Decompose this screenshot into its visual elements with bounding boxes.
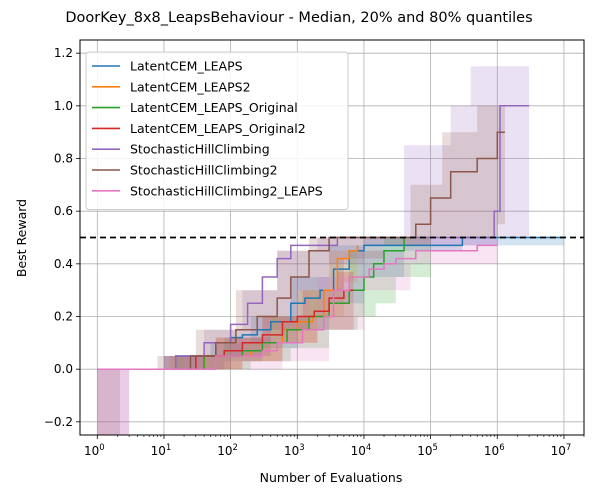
- legend-label: StochasticHillClimbing2_LEAPS: [130, 183, 323, 198]
- legend-label: LatentCEM_LEAPS: [130, 59, 243, 74]
- legend-label: LatentCEM_LEAPS_Original: [130, 100, 298, 115]
- x-tick-label: 104: [351, 443, 372, 458]
- legend-label: StochasticHillClimbing: [130, 142, 270, 157]
- x-tick-label: 103: [284, 443, 305, 458]
- y-tick-label: 0.2: [54, 310, 73, 324]
- x-tick-label: 107: [551, 443, 572, 458]
- y-tick-label: 1.0: [54, 99, 73, 113]
- y-tick-label: 1.2: [54, 46, 73, 60]
- x-tick-label: 100: [84, 443, 105, 458]
- y-tick-label: 0.0: [54, 362, 73, 376]
- x-tick-label: 102: [217, 443, 238, 458]
- legend-label: LatentCEM_LEAPS2: [130, 79, 251, 94]
- x-tick-label: 105: [417, 443, 438, 458]
- x-tick-label: 106: [484, 443, 505, 458]
- y-tick-label: −0.2: [44, 415, 73, 429]
- chart-title: DoorKey_8x8_LeapsBehaviour - Median, 20%…: [65, 10, 532, 26]
- x-axis-label: Number of Evaluations: [260, 470, 403, 485]
- y-axis-label: Best Reward: [14, 199, 29, 277]
- legend: LatentCEM_LEAPS LatentCEM_LEAPS2 LatentCEM…: [86, 52, 348, 210]
- x-tick-label: 101: [151, 443, 172, 458]
- legend-label: LatentCEM_LEAPS_Original2: [130, 121, 306, 136]
- y-tick-label: 0.6: [54, 204, 73, 218]
- legend-label: StochasticHillClimbing2: [130, 163, 278, 178]
- y-tick-label: 0.4: [54, 257, 73, 271]
- y-tick-label: 0.8: [54, 152, 73, 166]
